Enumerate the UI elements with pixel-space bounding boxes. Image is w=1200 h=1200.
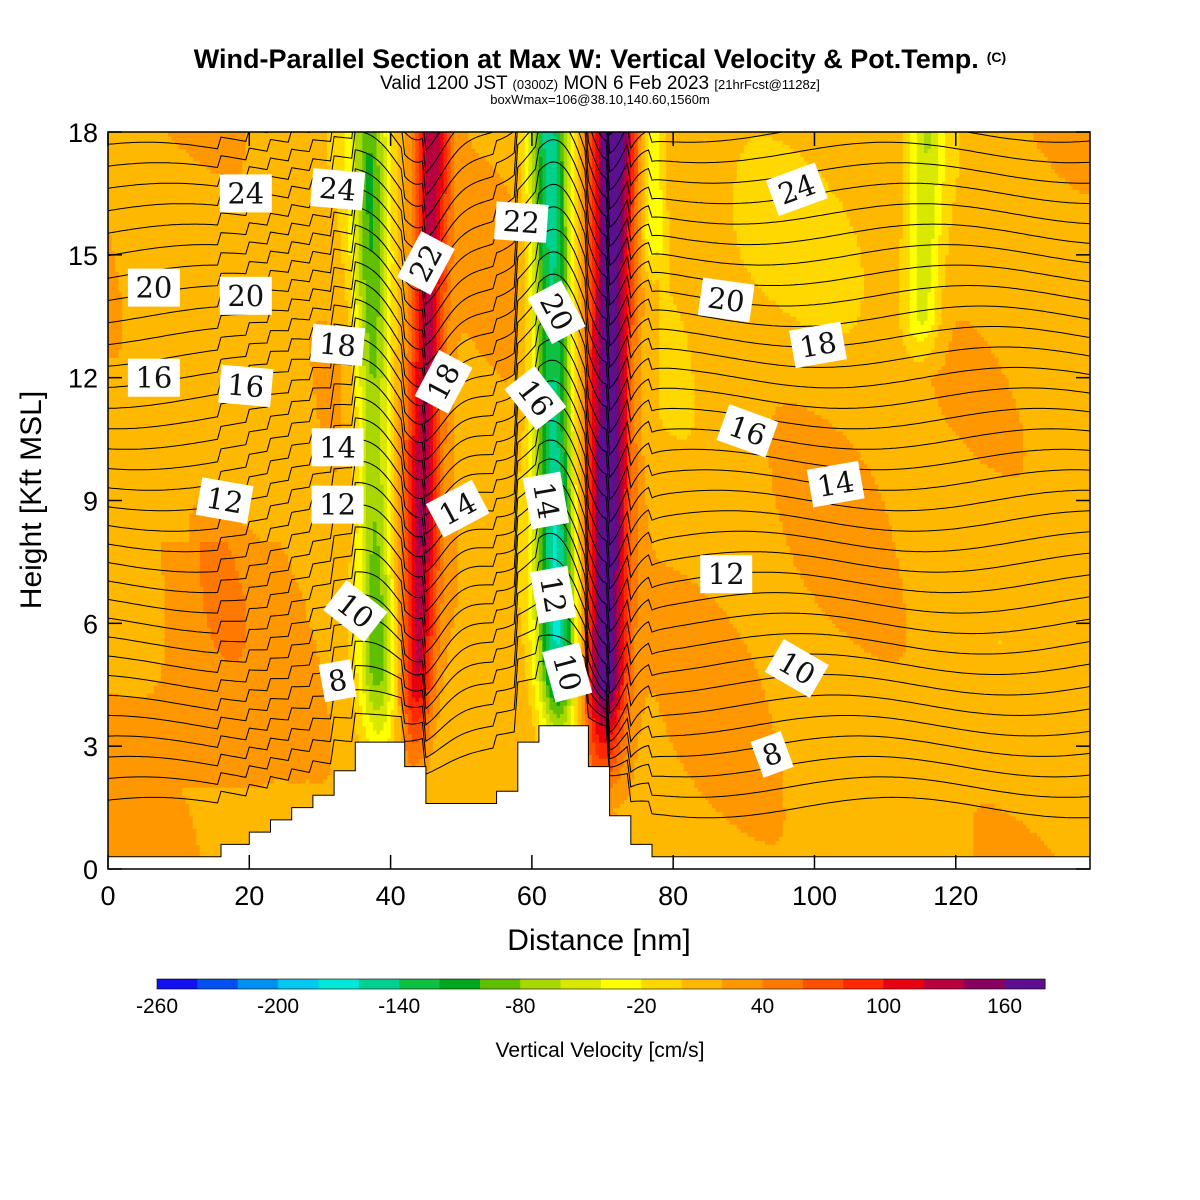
colorbar-swatch [238,979,279,989]
y-tick-label: 18 [68,118,98,148]
contour-label: 24 [310,168,365,210]
colorbar-swatch [480,979,521,989]
contour-label-text: 12 [319,488,356,522]
colorbar-swatch [803,979,844,989]
x-tick-label: 20 [234,881,264,911]
contour-label: 24 [220,174,272,212]
contour-label: 20 [698,277,755,322]
x-tick-label: 80 [658,881,688,911]
contour-label-text: 16 [226,367,266,404]
colorbar-swatch [964,979,1005,989]
colorbar-swatch [762,979,803,989]
contour-label-text: 12 [708,557,745,591]
x-tick-label: 100 [792,881,837,911]
colorbar-swatch [318,979,359,989]
contour-label: 20 [220,277,272,315]
contour-label-text: 14 [319,430,356,464]
colorbar-swatch [359,979,400,989]
contour-label-text: 18 [318,326,358,363]
colorbar-swatch [722,979,763,989]
colorbar-swatch [1005,979,1046,989]
colorbar-label: -80 [505,995,535,1018]
x-tick-label: 120 [933,881,978,911]
colorbar-swatch [924,979,965,989]
y-axis-title: Height [Kft MSL] [15,391,48,609]
contour-label-text: 16 [135,361,172,395]
colorbar-title: Vertical Velocity [cm/s] [496,1039,705,1062]
y-tick-label: 3 [83,732,98,762]
contour-label-text: 20 [227,279,264,313]
colorbar-swatch [561,979,602,989]
contour-label: 18 [310,324,365,366]
colorbar-label: -140 [378,995,420,1018]
colorbar-label: -260 [136,995,178,1018]
colorbar-swatch [641,979,682,989]
colorbar-swatch [520,979,561,989]
contour-label-text: 24 [318,171,358,208]
contour-label-text: 14 [526,479,566,521]
contour-label: 16 [218,365,273,407]
colorbar-label: -20 [626,995,656,1018]
y-tick-label: 15 [68,241,98,271]
contour-label-text: 20 [135,271,172,305]
colorbar-swatch [399,979,440,989]
colorbar-swatch [843,979,884,989]
contour-label-text: 14 [815,464,857,504]
x-tick-label: 40 [376,881,406,911]
contour-label-text: 18 [797,325,839,365]
colorbar-swatch [197,979,238,989]
x-axis-title: Distance [nm] [507,924,690,957]
x-tick-label: 0 [100,881,115,911]
cross-section-chart: 24 2422222420 20 20 2018181816 16 16161414 14 14… [0,0,1200,1200]
x-tick-label: 60 [517,881,547,911]
contour-label-text: 12 [533,574,573,616]
colorbar-label: -200 [257,995,299,1018]
contour-label-text: 22 [502,204,541,240]
y-tick-label: 0 [83,855,98,885]
colorbar-label: 160 [987,995,1022,1018]
y-tick-label: 9 [83,487,98,517]
contour-label: 22 [494,201,549,243]
colorbar-swatch [682,979,723,989]
colorbar-swatch [884,979,925,989]
y-tick-label: 6 [83,609,98,639]
contour-label-text: 20 [706,280,747,319]
contour-label: 8 [319,659,357,702]
colorbar-swatch [278,979,319,989]
contour-label: 12 [700,555,752,593]
contour-label: 14 [312,428,364,466]
colorbar-swatch [157,979,198,989]
colorbar-swatch [601,979,642,989]
colorbar-swatch [440,979,481,989]
contour-label: 16 [128,359,180,397]
colorbar-label: 100 [866,995,901,1018]
contour-label: 20 [128,269,180,307]
y-tick-label: 12 [68,364,98,394]
contour-label-text: 12 [203,481,245,521]
contour-label-text: 24 [227,176,264,210]
colorbar: -260 -200 -140 -80 -20 40 100 160 [136,979,1046,1018]
colorbar-label: 40 [751,995,774,1018]
contour-label: 12 [312,486,364,524]
